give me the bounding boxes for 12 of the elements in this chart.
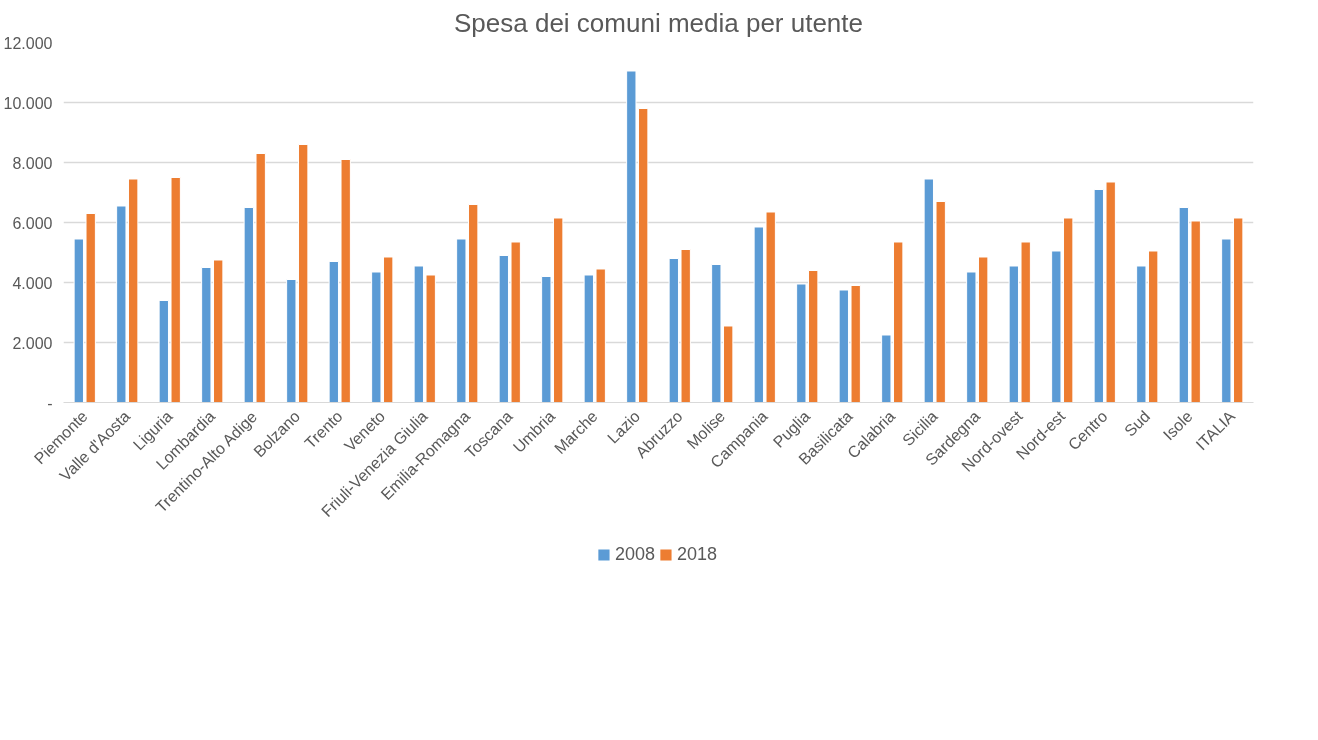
y-tick-label: 12.000 <box>3 34 53 52</box>
y-tick-label: - <box>47 394 53 412</box>
y-tick-label: 8.000 <box>12 154 53 172</box>
y-tick-label: 6.000 <box>12 214 53 232</box>
x-tick-label: Isole <box>1159 407 1196 444</box>
x-tick-label: Sud <box>1121 407 1154 440</box>
y-tick-label: 10.000 <box>3 94 53 112</box>
legend-label: 2018 <box>677 543 718 565</box>
legend-label: 2008 <box>614 543 655 565</box>
y-tick-label: 2.000 <box>12 334 53 352</box>
y-tick-label: 4.000 <box>12 274 53 292</box>
chart-title: Spesa dei comuni media per utente <box>453 7 864 38</box>
